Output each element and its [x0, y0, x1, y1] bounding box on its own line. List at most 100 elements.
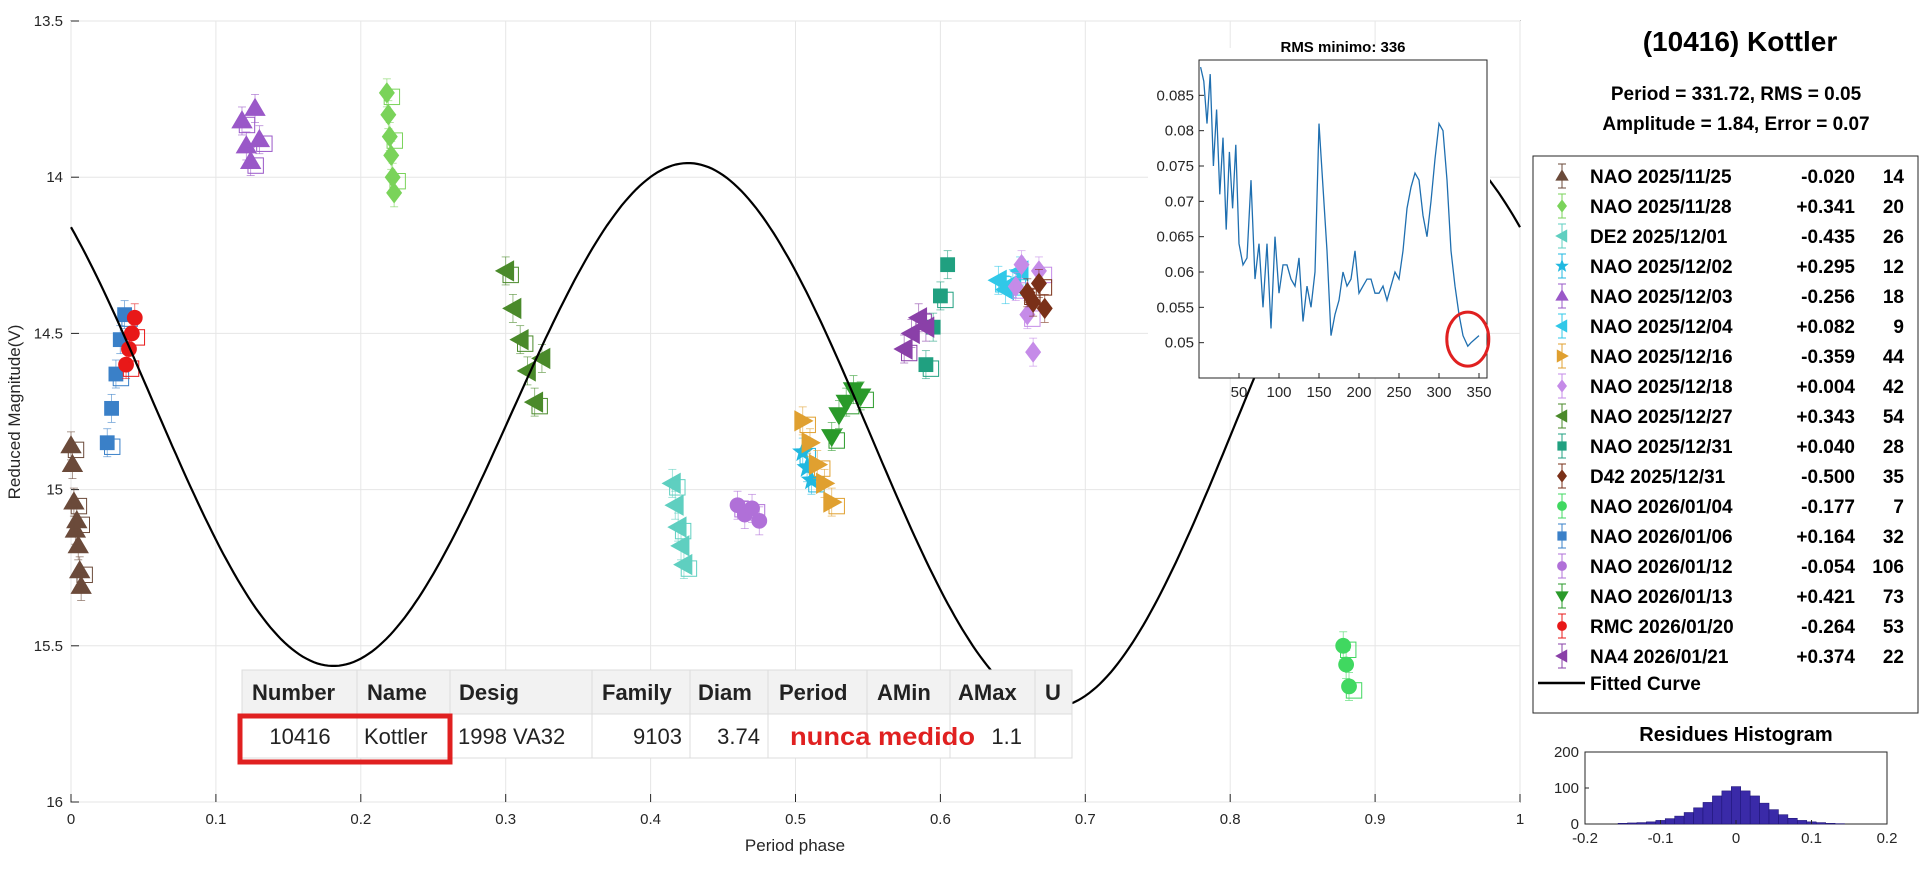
data-point — [808, 453, 829, 476]
series-14 — [821, 375, 874, 451]
legend-marker-icon — [1555, 229, 1568, 243]
y-tick-label: 16 — [46, 794, 63, 811]
legend-label: NAO 2025/12/27 — [1590, 407, 1733, 428]
legend-marker-icon — [1557, 561, 1567, 571]
data-point — [67, 535, 89, 554]
data-point — [502, 297, 522, 320]
inset-x-tick-label: 100 — [1266, 384, 1291, 401]
legend-offset: -0.435 — [1801, 227, 1855, 248]
legend-item-fit: Fitted Curve — [1538, 674, 1701, 695]
data-point — [244, 97, 266, 116]
data-point — [104, 400, 119, 416]
data-point — [531, 347, 551, 370]
legend-count: 35 — [1883, 467, 1905, 488]
y-tick-label: 15 — [46, 482, 63, 499]
data-point — [516, 360, 536, 382]
data-point — [918, 357, 934, 373]
x-tick-label: 0.6 — [930, 811, 951, 828]
data-point — [821, 429, 843, 448]
data-point — [70, 575, 92, 594]
series-0 — [60, 431, 93, 601]
th-period: Period — [779, 680, 847, 705]
legend-item: NAO 2025/12/27 +0.343 54 — [1555, 403, 1904, 429]
data-point — [231, 110, 253, 129]
legend-marker-icon — [1555, 319, 1568, 333]
legend-label: NAO 2025/12/18 — [1590, 377, 1733, 398]
series-1 — [378, 78, 406, 208]
histogram-y-tick-label: 200 — [1554, 744, 1579, 761]
x-tick-label: 0.3 — [495, 811, 516, 828]
histogram-bar — [1815, 822, 1826, 825]
data-point — [68, 560, 91, 579]
histogram-bar — [1627, 822, 1638, 825]
series-6 — [794, 406, 845, 517]
data-point — [850, 388, 872, 407]
legend-item: NAO 2026/01/13 +0.421 73 — [1555, 583, 1904, 609]
amplitude-error-text: Amplitude = 1.84, Error = 0.07 — [1602, 114, 1869, 135]
series-10 — [1019, 269, 1053, 323]
histogram-bar — [1646, 821, 1657, 825]
histogram-bar — [1617, 823, 1628, 825]
model-point — [1035, 279, 1053, 296]
model-point — [502, 266, 519, 284]
inset-axis-ticks: 50 100 150 200 250 300 350 0.05 0.055 0.06 0.065 0.… — [1156, 87, 1491, 401]
histogram-bar — [1787, 817, 1798, 825]
legend-label: NAO 2025/12/03 — [1590, 287, 1733, 308]
data-point — [99, 435, 115, 451]
data-point — [523, 391, 544, 413]
inset-x-tick-label: 150 — [1306, 384, 1331, 401]
data-point — [915, 316, 935, 338]
data-point — [823, 491, 843, 513]
y-axis-label: Reduced Magnitude(V) — [5, 325, 24, 500]
th-desig: Desig — [459, 680, 519, 705]
legend-offset: +0.004 — [1796, 377, 1855, 398]
model-point — [828, 432, 845, 449]
legend-marker-icon — [1555, 169, 1569, 181]
legend-marker-icon — [1557, 441, 1567, 451]
legend-label: D42 2025/12/31 — [1590, 467, 1726, 488]
legend-offset: -0.020 — [1801, 167, 1855, 188]
legend-item: RMC 2026/01/20 -0.264 53 — [1557, 613, 1904, 639]
data-point — [118, 356, 134, 373]
legend-label: NAO 2025/12/02 — [1590, 257, 1733, 278]
x-tick-label: 0.9 — [1365, 811, 1386, 828]
model-point — [238, 116, 256, 134]
model-point — [128, 329, 146, 346]
data-point — [1036, 297, 1053, 320]
data-point — [380, 104, 397, 126]
data-point — [900, 322, 920, 345]
legend-label: NAO 2026/01/06 — [1590, 527, 1733, 548]
inset-y-tick-label: 0.06 — [1165, 264, 1194, 281]
data-point — [61, 453, 84, 473]
inset-x-tick-label: 200 — [1346, 384, 1371, 401]
td-amin: 1.1 — [991, 724, 1022, 749]
model-point — [386, 132, 403, 149]
histogram-bar — [1664, 818, 1675, 825]
y-tick-label: 14.5 — [34, 325, 63, 342]
data-point — [126, 309, 143, 326]
inset-plot-area — [1198, 59, 1488, 379]
series-2 — [661, 468, 698, 579]
x-tick-label: 0.1 — [205, 811, 226, 828]
data-point — [1335, 637, 1352, 654]
th-diam: Diam — [698, 680, 752, 705]
legend-marker-icon — [1555, 409, 1568, 423]
legend-item: NAO 2025/11/28 +0.341 20 — [1557, 193, 1904, 219]
inset-x-tick-label: 250 — [1386, 384, 1411, 401]
data-point — [63, 491, 85, 510]
legend-label: NAO 2025/12/31 — [1590, 437, 1733, 458]
th-name: Name — [367, 680, 427, 705]
x-tick-label: 0.8 — [1220, 811, 1241, 828]
table-header-row — [241, 669, 1073, 715]
model-point — [247, 157, 264, 174]
period-rms-text: Period = 331.72, RMS = 0.05 — [1611, 84, 1862, 105]
legend-item: NAO 2026/01/12 -0.054 106 — [1557, 553, 1904, 579]
legend-count: 73 — [1883, 587, 1904, 608]
legend-offset: +0.343 — [1796, 407, 1855, 428]
legend-count: 26 — [1883, 227, 1904, 248]
data-point — [933, 288, 948, 304]
legend-count: 28 — [1883, 437, 1904, 458]
legend-item: DE2 2025/12/01 -0.435 26 — [1555, 223, 1904, 249]
histogram-bar — [1702, 802, 1713, 825]
inset-y-tick-label: 0.05 — [1165, 335, 1194, 352]
